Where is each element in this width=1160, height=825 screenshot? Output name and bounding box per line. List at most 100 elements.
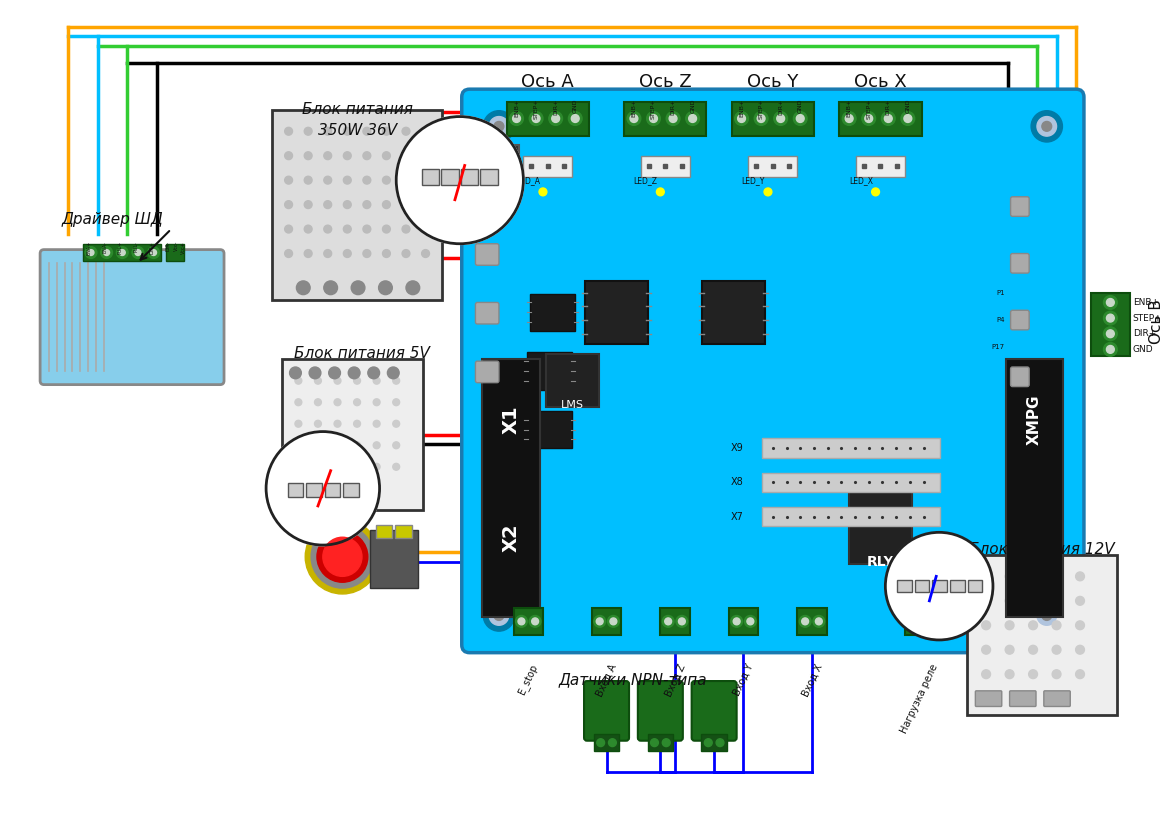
Circle shape xyxy=(490,116,509,136)
Circle shape xyxy=(132,247,144,258)
Text: Блок питания 5V: Блок питания 5V xyxy=(293,346,430,361)
Circle shape xyxy=(1107,314,1115,322)
Text: DIR-: DIR- xyxy=(166,241,171,251)
Circle shape xyxy=(284,250,292,257)
Circle shape xyxy=(774,111,788,125)
Text: X9: X9 xyxy=(731,443,744,453)
FancyBboxPatch shape xyxy=(933,580,947,592)
Circle shape xyxy=(1029,572,1037,581)
Circle shape xyxy=(1037,606,1057,625)
FancyBboxPatch shape xyxy=(967,580,983,592)
Circle shape xyxy=(314,420,321,427)
Text: Ось X: Ось X xyxy=(854,73,907,92)
Text: DIR+: DIR+ xyxy=(778,99,783,116)
FancyBboxPatch shape xyxy=(1010,310,1029,330)
Circle shape xyxy=(596,738,604,747)
Circle shape xyxy=(311,526,374,588)
Circle shape xyxy=(317,531,368,582)
FancyBboxPatch shape xyxy=(476,243,499,266)
Circle shape xyxy=(103,250,109,256)
Circle shape xyxy=(981,596,991,606)
Text: LED_Y: LED_Y xyxy=(741,176,764,185)
Circle shape xyxy=(343,225,351,233)
Circle shape xyxy=(290,367,302,379)
Circle shape xyxy=(343,177,351,184)
Circle shape xyxy=(646,111,660,125)
Text: Драйвер ШД: Драйвер ШД xyxy=(61,212,164,227)
Circle shape xyxy=(1103,342,1117,356)
Circle shape xyxy=(923,618,930,625)
Circle shape xyxy=(796,115,804,122)
FancyBboxPatch shape xyxy=(514,608,543,635)
Circle shape xyxy=(304,250,312,257)
Circle shape xyxy=(519,618,524,625)
Text: X8: X8 xyxy=(731,478,744,488)
Text: GND: GND xyxy=(573,99,578,114)
Text: Ось Z: Ось Z xyxy=(639,73,691,92)
Text: P17: P17 xyxy=(992,345,1005,351)
Circle shape xyxy=(1031,600,1063,631)
FancyBboxPatch shape xyxy=(546,354,599,407)
Circle shape xyxy=(731,615,742,627)
Circle shape xyxy=(1006,670,1014,679)
Text: STEP+: STEP+ xyxy=(759,99,763,120)
Text: DIR+: DIR+ xyxy=(553,99,558,116)
Circle shape xyxy=(363,152,371,159)
Text: GND: GND xyxy=(798,99,803,114)
FancyBboxPatch shape xyxy=(376,525,392,538)
Circle shape xyxy=(116,247,128,258)
Circle shape xyxy=(403,177,409,184)
Text: X2: X2 xyxy=(501,523,520,552)
FancyBboxPatch shape xyxy=(1044,691,1071,706)
Circle shape xyxy=(354,398,361,406)
Circle shape xyxy=(284,225,292,233)
Circle shape xyxy=(421,225,429,233)
Circle shape xyxy=(374,398,380,406)
Circle shape xyxy=(901,111,915,125)
Circle shape xyxy=(552,115,559,122)
Circle shape xyxy=(679,618,686,625)
Circle shape xyxy=(351,281,365,295)
Circle shape xyxy=(1006,645,1014,654)
Circle shape xyxy=(295,398,302,406)
Circle shape xyxy=(802,618,809,625)
FancyBboxPatch shape xyxy=(594,734,619,752)
FancyBboxPatch shape xyxy=(1006,359,1064,617)
Text: X1: X1 xyxy=(501,406,520,434)
FancyBboxPatch shape xyxy=(728,608,759,635)
Circle shape xyxy=(374,442,380,449)
Circle shape xyxy=(754,111,768,125)
Circle shape xyxy=(324,152,332,159)
Text: ENB+: ENB+ xyxy=(739,99,744,117)
Text: Нагрузка реле: Нагрузка реле xyxy=(899,662,940,735)
Text: LMS: LMS xyxy=(560,400,583,410)
Circle shape xyxy=(484,111,515,142)
Text: ENB+: ENB+ xyxy=(847,99,851,117)
Circle shape xyxy=(304,152,312,159)
Circle shape xyxy=(324,225,332,233)
Circle shape xyxy=(981,621,991,629)
Circle shape xyxy=(568,111,582,125)
FancyBboxPatch shape xyxy=(41,250,224,384)
Circle shape xyxy=(1107,346,1115,353)
Circle shape xyxy=(665,618,672,625)
Circle shape xyxy=(734,111,748,125)
Circle shape xyxy=(403,225,409,233)
FancyBboxPatch shape xyxy=(762,473,940,493)
Circle shape xyxy=(657,188,665,196)
Circle shape xyxy=(1103,327,1117,341)
Circle shape xyxy=(1103,311,1117,325)
Circle shape xyxy=(704,738,712,747)
Circle shape xyxy=(1042,610,1052,620)
Circle shape xyxy=(284,152,292,159)
Circle shape xyxy=(101,247,113,258)
Circle shape xyxy=(609,738,616,747)
FancyBboxPatch shape xyxy=(966,555,1117,715)
Circle shape xyxy=(304,127,312,135)
FancyBboxPatch shape xyxy=(1010,367,1029,387)
FancyBboxPatch shape xyxy=(476,303,499,324)
FancyBboxPatch shape xyxy=(640,156,690,177)
Circle shape xyxy=(865,115,872,122)
FancyBboxPatch shape xyxy=(370,530,418,588)
Circle shape xyxy=(764,188,771,196)
